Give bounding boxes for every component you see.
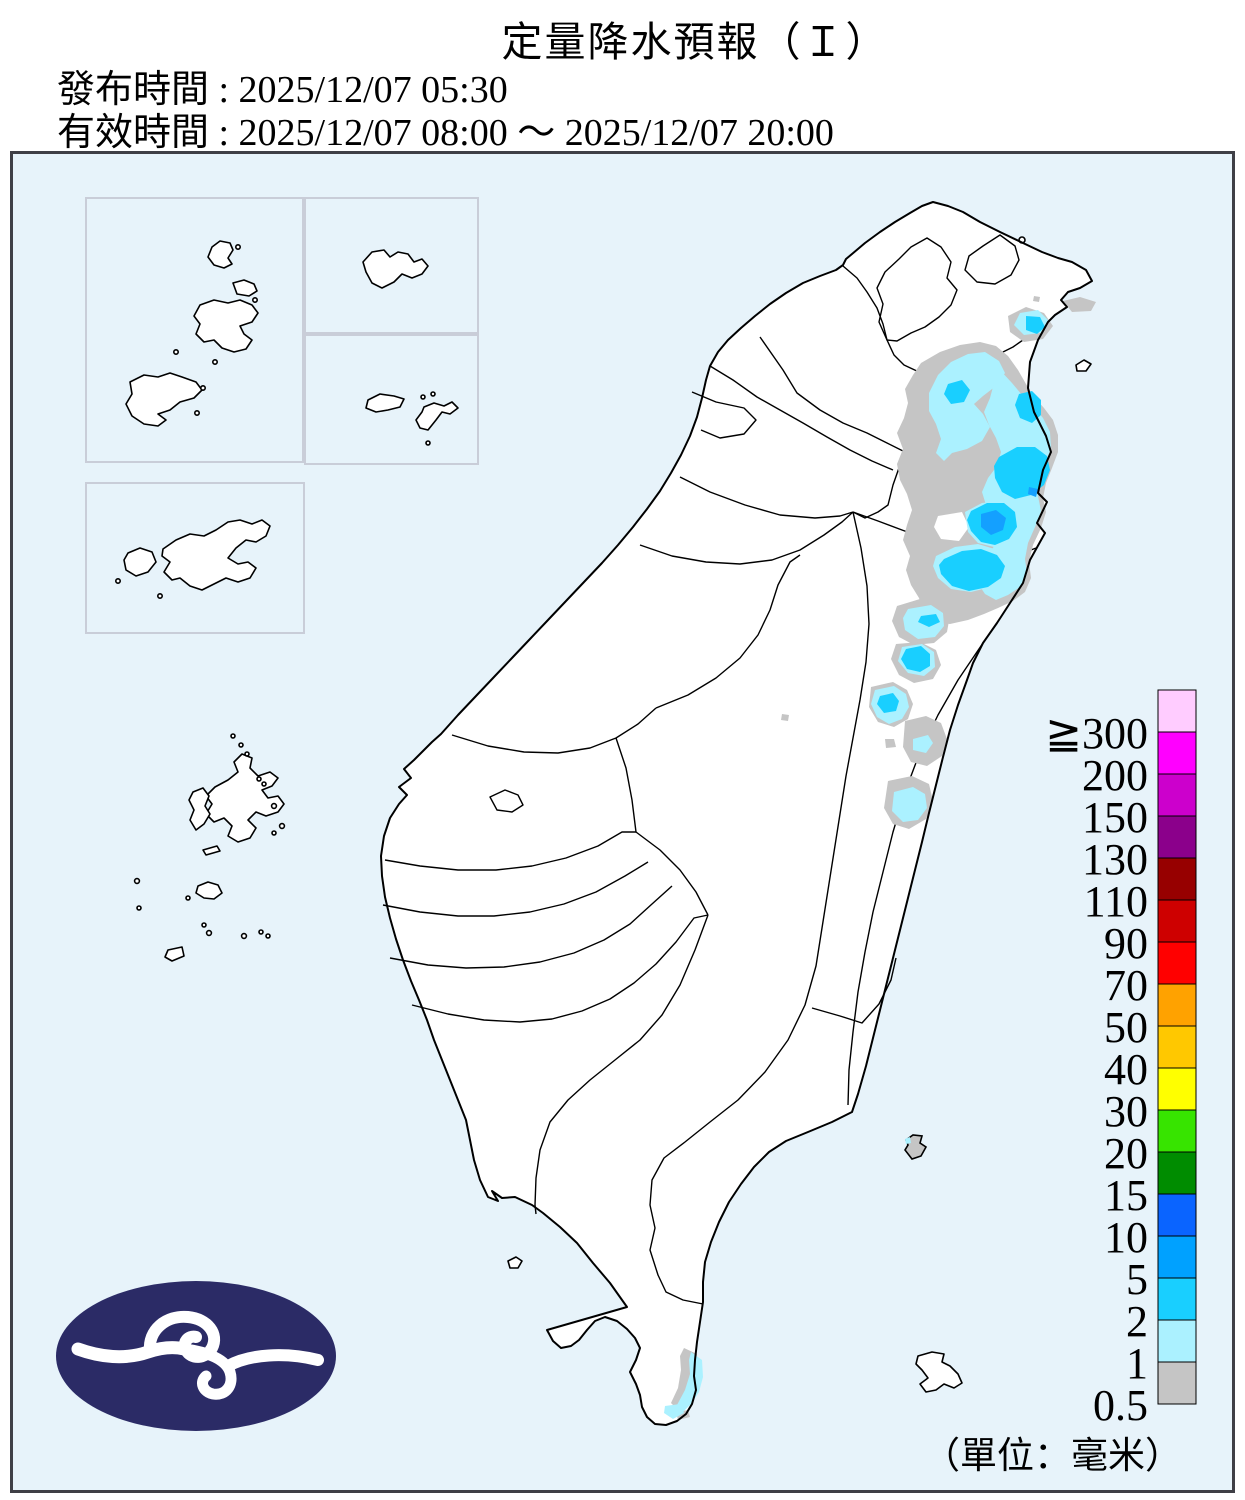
legend-label: 130 [1082,835,1148,884]
inset-box-kinmen [85,482,305,634]
rainfall-overlay [664,296,1096,1420]
legend-label: 40 [1104,1045,1148,1094]
kinmen-islet-dot [157,592,164,599]
legend-swatch [1157,1109,1197,1153]
legend-label: ≧300 [1045,709,1148,758]
rain-gap [934,512,969,541]
legend-unit-label: （單位：毫米） [923,1435,1182,1477]
matsu-islet-dot [194,409,201,416]
penghu-xiyu-island [188,787,211,831]
legend-label: 15 [1104,1171,1148,1220]
cloud-swirl-icon [71,1310,324,1400]
legend-label: 2 [1126,1297,1148,1346]
legend-swatch [1157,1193,1197,1237]
legend-swatch [1157,731,1197,775]
matsu-island-southwest [125,372,203,427]
matsu-islet-dot [252,296,259,303]
penghu-islands [133,733,286,962]
matsu-island-mid [232,279,258,297]
legend-swatch [1157,1235,1197,1279]
sun-moon-lake [489,789,524,813]
issued-time-line: 發布時間 : 2025/12/07 05:30 [57,69,508,111]
matsu-island-north [207,240,234,269]
legend-swatch [1157,983,1197,1027]
inset-box-wuqiu [304,334,479,465]
legend-swatch [1157,1025,1197,1069]
legend-label: 0.5 [1093,1381,1148,1430]
legend-label: 70 [1104,961,1148,1010]
rain-level-2mm [877,316,1050,713]
legend-swatch [1157,1319,1197,1363]
valid-time-line: 有效時間 : 2025/12/07 08:00 ～ 2025/12/07 20:… [57,112,834,154]
legend-label: 50 [1104,1003,1148,1052]
penghu-qimei-island [164,946,185,962]
kinmen-islet-dot [115,577,122,584]
legend-label: 20 [1104,1129,1148,1178]
legend-swatch [1157,1067,1197,1111]
penghu-wangan-island [195,881,223,900]
guishan-island [1075,359,1092,372]
matsu-islet-dot [173,348,180,355]
legend-swatch [1157,1151,1197,1195]
offshore-islands [115,236,1092,1393]
xiaoliuqiu-islet [507,1256,523,1269]
legend-label: 5 [1126,1255,1148,1304]
legend-label: 150 [1082,793,1148,842]
legend-swatch [1157,941,1197,985]
legend-swatch [1157,815,1197,859]
wuqiu-islet-dot [420,394,426,400]
wuqiu-island-east [415,401,459,431]
penghu-main-island [205,753,285,843]
legend-swatch [1157,1277,1197,1321]
orchid-island [915,1351,963,1393]
rain-level-5mm [981,487,1038,535]
wuqiu-islet-dot [430,391,436,397]
legend-label: 1 [1126,1339,1148,1388]
legend-label: 30 [1104,1087,1148,1136]
inset-box-matsu [85,197,304,463]
legend-label: 110 [1084,877,1148,926]
inset-box-dongyin [304,197,479,334]
wuqiu-island-west [365,393,405,413]
legend-label: 200 [1082,751,1148,800]
matsu-islet-dot [235,244,242,251]
taipei-city-border [876,237,958,342]
green-island-rain-nub [905,1137,911,1144]
legend-swatch [1157,773,1197,817]
legend-swatch [1157,689,1197,733]
kinmen-island [161,519,271,591]
lieyu-island [123,547,157,577]
page-title: 定量降水預報（Ｉ） [501,19,889,65]
legend-swatch [1157,1361,1197,1405]
legend-label: 10 [1104,1213,1148,1262]
matsu-islet-dot [200,384,207,391]
keelung-city-border [964,234,1020,285]
matsu-island-main [193,299,259,353]
legend-label: 90 [1104,919,1148,968]
matsu-islet-dot [212,358,219,365]
legend-swatch [1157,857,1197,901]
wuqiu-islet-dot [425,440,431,446]
cwa-logo [56,1281,336,1431]
legend-swatch [1157,899,1197,943]
dongyin-island [362,249,429,289]
inset-boxes [85,197,479,634]
